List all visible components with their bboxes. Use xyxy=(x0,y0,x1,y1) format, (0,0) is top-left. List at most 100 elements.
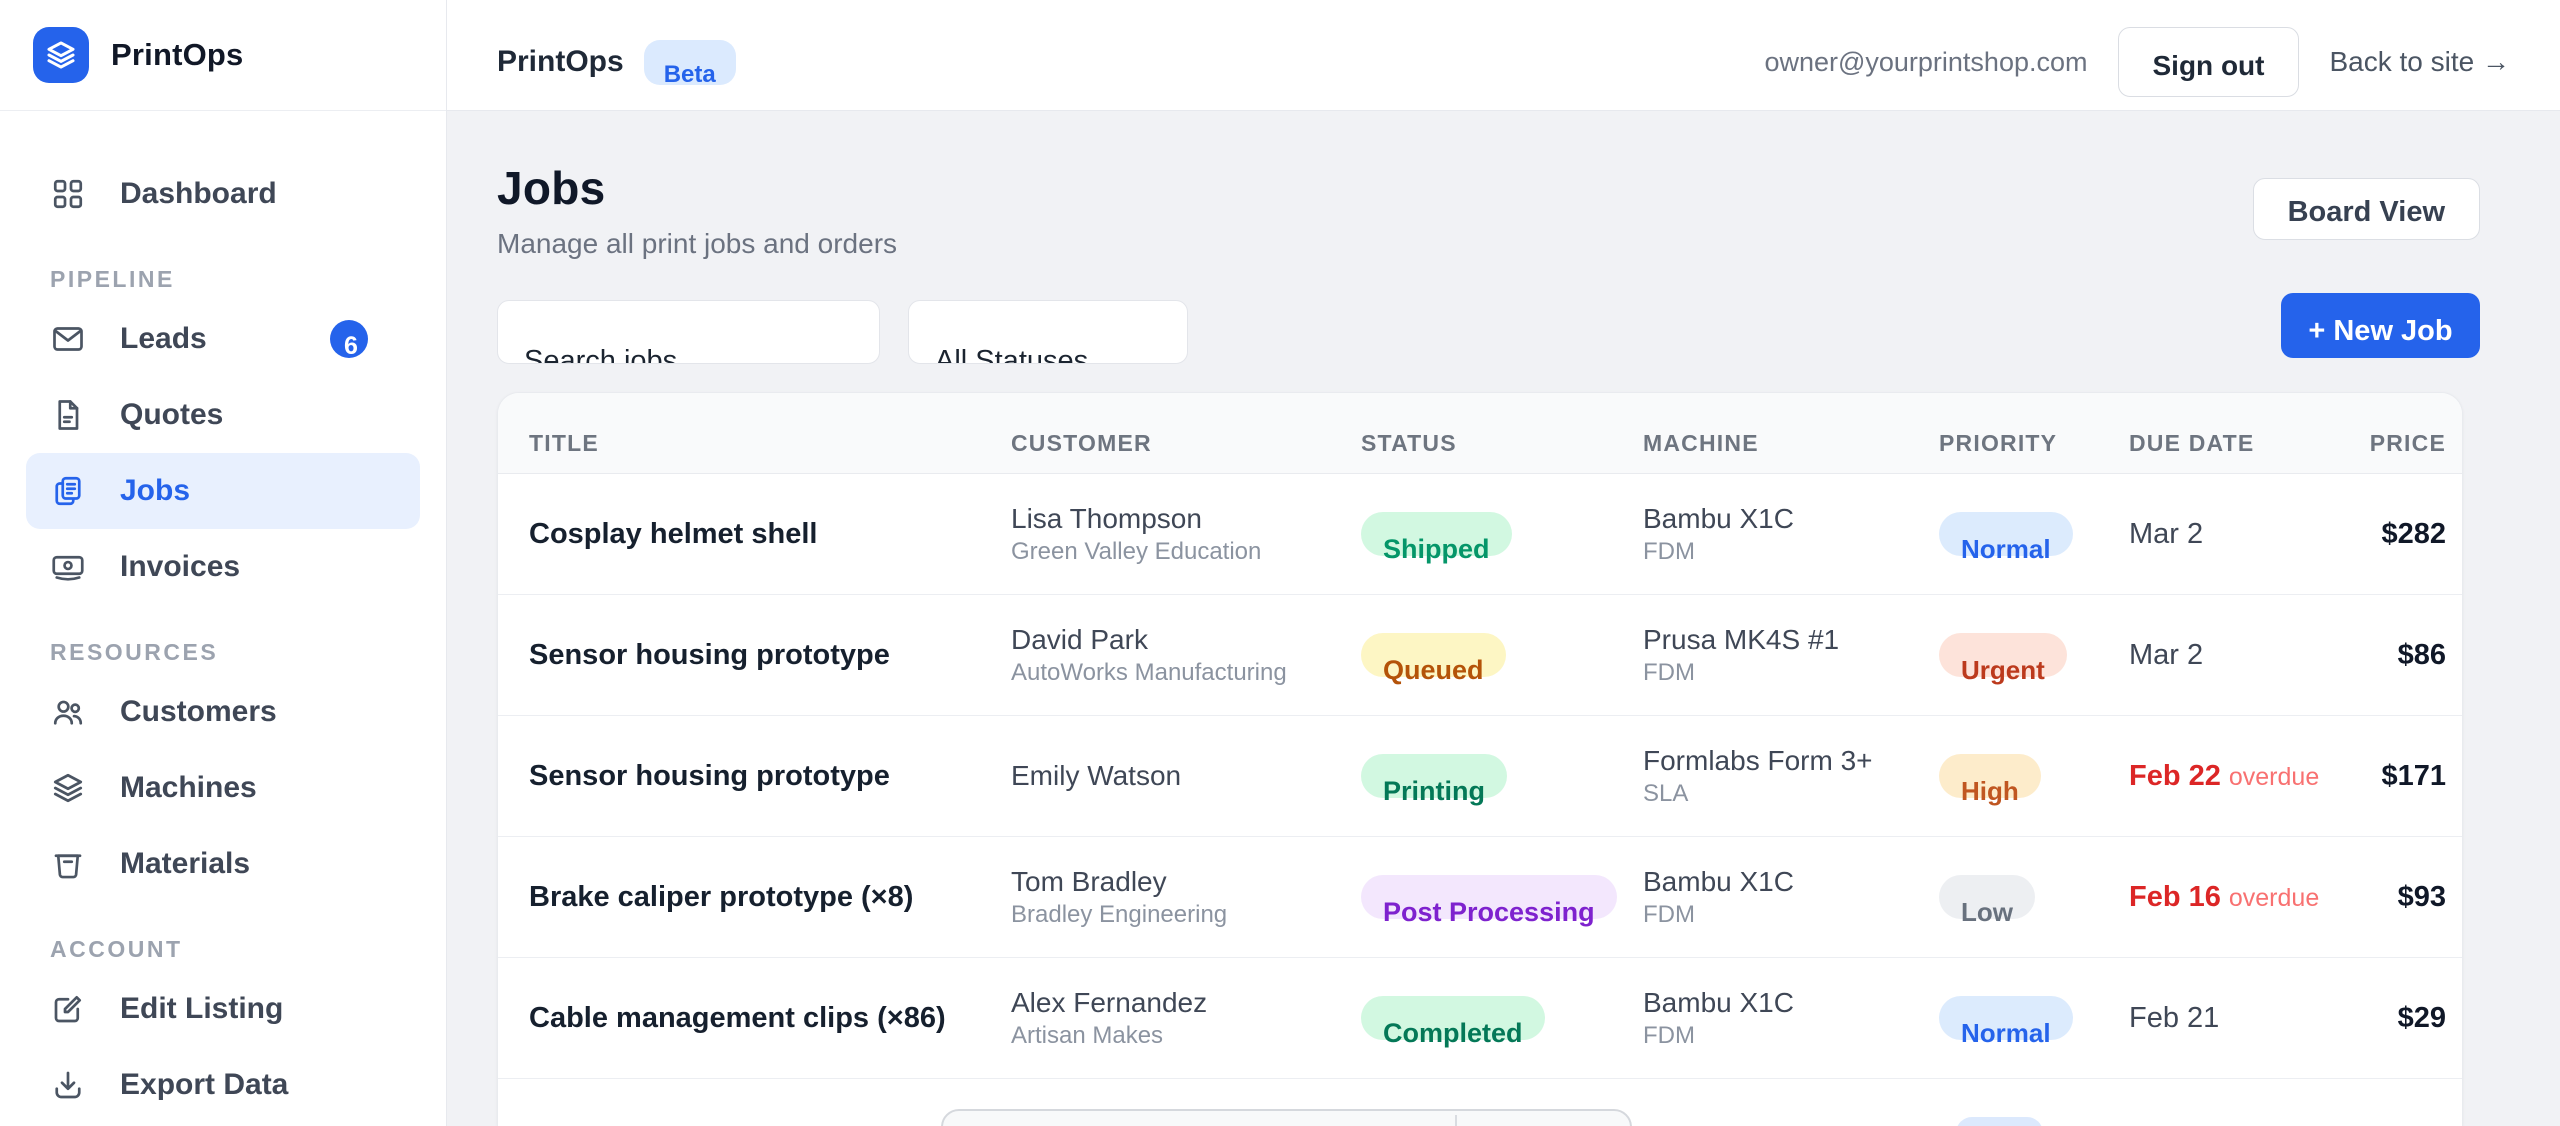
layers-icon xyxy=(50,770,86,806)
sidebar: PrintOps Dashboard PIPELINE Leads 6 Quotes Jo… xyxy=(0,0,447,1126)
sidebar-item-edit-listing[interactable]: Edit Listing xyxy=(0,971,446,1047)
column-header-price: Price xyxy=(2369,430,2446,456)
due-date: Feb 16 xyxy=(2129,880,2221,913)
table-row[interactable]: Sensor housing prototype David Park AutoWo… xyxy=(498,595,2462,716)
sidebar-item-machines[interactable]: Machines xyxy=(0,750,446,826)
price-cell: $29 xyxy=(2397,1001,2446,1034)
sidebar-section-pipeline: PIPELINE xyxy=(50,266,175,292)
price-cell: $93 xyxy=(2397,880,2446,913)
table-row[interactable]: Sensor housing prototype Emily Watson Prin… xyxy=(498,716,2462,837)
brand-name: PrintOps xyxy=(111,37,244,72)
sidebar-item-label: Machines xyxy=(120,771,257,804)
sidebar-item-quotes[interactable]: Quotes xyxy=(0,377,446,453)
price-cell: $282 xyxy=(2381,517,2446,550)
due-date: Feb 22 xyxy=(2129,759,2221,792)
machine-cell: Formlabs Form 3+ SLA xyxy=(1643,743,1939,809)
page-subtitle: Manage all print jobs and orders xyxy=(497,228,898,259)
job-title: Brake caliper prototype (×8) xyxy=(529,880,914,913)
priority-badge: Low xyxy=(1939,875,2035,926)
machine-name: Formlabs Form 3+ xyxy=(1643,745,1873,776)
page-title: Jobs xyxy=(497,162,606,214)
machine-cell: Prusa MK4S #1 FDM xyxy=(1643,622,1939,688)
leads-count-badge: 6 xyxy=(330,320,368,358)
machine-name: Prusa MK4S #1 xyxy=(1643,624,1840,655)
edit-icon xyxy=(50,991,86,1027)
sidebar-section-account: ACCOUNT xyxy=(50,936,183,962)
machine-name: Bambu X1C xyxy=(1643,866,1794,897)
sidebar-item-label: Export Data xyxy=(120,1068,289,1101)
column-header-machine: Machine xyxy=(1643,430,1759,456)
sidebar-item-dashboard[interactable]: Dashboard xyxy=(0,156,446,232)
sidebar-item-label: Materials xyxy=(120,847,251,880)
customer-cell: David Park AutoWorks Manufacturing xyxy=(1011,622,1361,688)
priority-badge: Normal xyxy=(1939,996,2073,1047)
jobs-table-card: Title Customer Status Machine Priority Due Da… xyxy=(497,392,2463,1126)
table-body: Cosplay helmet shell Lisa Thompson Green V… xyxy=(498,474,2462,1079)
sidebar-item-label: Quotes xyxy=(120,398,224,431)
table-row[interactable]: Brake caliper prototype (×8) Tom Bradley B… xyxy=(498,837,2462,958)
overdue-label: overdue xyxy=(2228,883,2320,912)
sign-out-button[interactable]: Sign out xyxy=(2117,27,2300,97)
priority-badge: High xyxy=(1939,754,2041,805)
status-filter-select[interactable]: All Statuses xyxy=(908,300,1188,364)
sidebar-logo-row: PrintOps xyxy=(0,0,446,111)
job-title: Cosplay helmet shell xyxy=(529,517,818,550)
customer-cell: Emily Watson xyxy=(1011,758,1361,794)
status-badge: Printing xyxy=(1361,754,1507,805)
topbar-brand: PrintOps xyxy=(497,45,624,78)
customer-company: AutoWorks Manufacturing xyxy=(1011,659,1287,686)
back-to-site-link[interactable]: Back to site → xyxy=(2329,46,2510,77)
priority-badge: Urgent xyxy=(1939,633,2067,684)
grid-icon xyxy=(50,176,86,212)
machine-tech: SLA xyxy=(1643,780,1689,807)
sidebar-item-customers[interactable]: Customers xyxy=(0,674,446,750)
cutoff-button-group[interactable] xyxy=(941,1109,1632,1126)
user-email: owner@yourprintshop.com xyxy=(1764,46,2088,77)
customer-company: Bradley Engineering xyxy=(1011,901,1228,928)
customer-name: Tom Bradley xyxy=(1011,866,1167,897)
sidebar-item-invoices[interactable]: Invoices xyxy=(0,529,446,605)
table-header-row: Title Customer Status Machine Priority Due Da… xyxy=(498,393,2462,474)
table-row[interactable]: Cosplay helmet shell Lisa Thompson Green V… xyxy=(498,474,2462,595)
board-view-button[interactable]: Board View xyxy=(2252,178,2480,240)
machine-tech: FDM xyxy=(1643,1022,1695,1049)
status-badge: Completed xyxy=(1361,996,1545,1047)
customer-name: Lisa Thompson xyxy=(1011,503,1202,534)
sidebar-item-materials[interactable]: Materials xyxy=(0,826,446,902)
customer-cell: Lisa Thompson Green Valley Education xyxy=(1011,501,1361,567)
customer-cell: Alex Fernandez Artisan Makes xyxy=(1011,985,1361,1051)
download-icon xyxy=(50,1067,86,1103)
price-cell: $171 xyxy=(2381,759,2446,792)
users-icon xyxy=(50,694,86,730)
status-badge: Queued xyxy=(1361,633,1506,684)
column-header-due-date: Due Date xyxy=(2129,430,2255,456)
sidebar-item-label: Leads xyxy=(120,322,207,355)
customer-company: Artisan Makes xyxy=(1011,1022,1164,1049)
machine-tech: FDM xyxy=(1643,901,1695,928)
machine-cell: Bambu X1C FDM xyxy=(1643,501,1939,567)
sidebar-item-jobs[interactable]: Jobs xyxy=(26,453,420,529)
sidebar-item-label: Jobs xyxy=(120,474,191,507)
customer-company: Green Valley Education xyxy=(1011,538,1262,565)
sidebar-section-resources: RESOURCES xyxy=(50,639,219,665)
sidebar-item-export-data[interactable]: Export Data xyxy=(0,1047,446,1123)
column-header-status: Status xyxy=(1361,430,1457,456)
customer-name: Emily Watson xyxy=(1011,760,1182,791)
sidebar-item-leads[interactable]: Leads 6 xyxy=(0,301,446,377)
machine-name: Bambu X1C xyxy=(1643,987,1794,1018)
new-job-button[interactable]: + New Job xyxy=(2281,293,2480,358)
status-badge: Post Processing xyxy=(1361,875,1617,926)
sidebar-item-label: Customers xyxy=(120,695,277,728)
job-title: Sensor housing prototype xyxy=(529,638,890,671)
machine-name: Bambu X1C xyxy=(1643,503,1794,534)
search-input[interactable]: Search jobs xyxy=(497,300,880,364)
status-badge: Shipped xyxy=(1361,512,1512,563)
column-header-customer: Customer xyxy=(1011,430,1152,456)
overdue-label: overdue xyxy=(2228,762,2320,791)
sidebar-item-label: Dashboard xyxy=(120,177,277,210)
column-header-priority: Priority xyxy=(1939,430,2058,456)
column-header-title: Title xyxy=(529,430,599,456)
beta-badge: Beta xyxy=(643,39,736,88)
price-cell: $86 xyxy=(2397,638,2446,671)
table-row[interactable]: Cable management clips (×86) Alex Fernand… xyxy=(498,958,2462,1079)
